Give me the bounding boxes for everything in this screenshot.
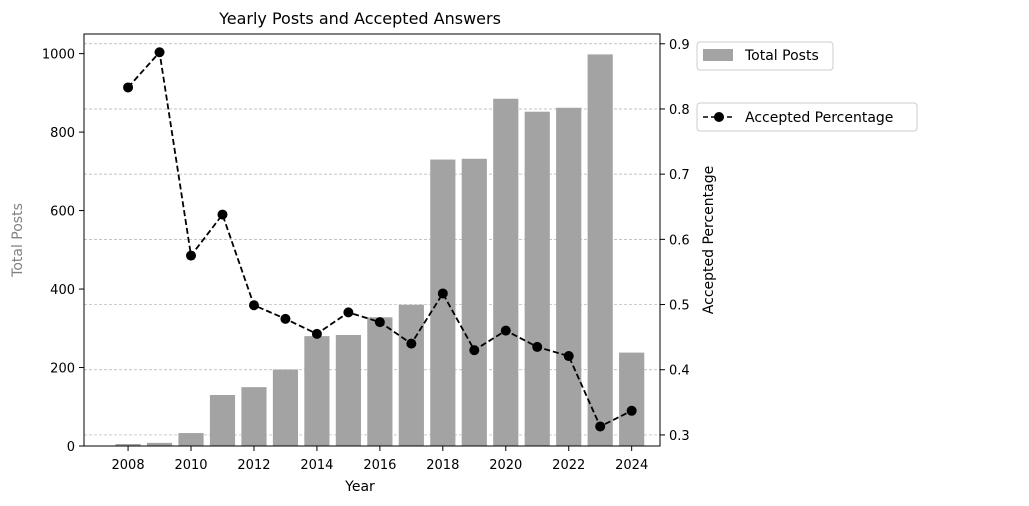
- legend-box: [696, 102, 918, 132]
- y-right-tick-label: 0.4: [669, 364, 690, 379]
- line-point: [374, 317, 385, 328]
- y-axis-right: 0.3 0.4 0.5 0.6 0.7 0.8 0.9: [660, 38, 690, 444]
- y-left-tick-label: 600: [50, 205, 75, 220]
- bar: [115, 444, 141, 446]
- y-right-tick-label: 0.9: [669, 38, 690, 53]
- bar: [524, 111, 550, 446]
- line-point: [343, 307, 354, 318]
- x-tick-label: 2012: [237, 458, 270, 473]
- line-point: [563, 351, 574, 362]
- bar: [335, 334, 361, 446]
- y-left-tick-label: 400: [50, 283, 75, 298]
- line-point: [154, 47, 165, 58]
- legend-total-posts: Total Posts: [696, 41, 834, 71]
- x-tick-label: 2008: [112, 458, 145, 473]
- line-point: [217, 209, 228, 220]
- line-point: [532, 341, 543, 352]
- x-axis-label: Year: [344, 479, 375, 495]
- grid-lines: [84, 43, 660, 436]
- bar: [398, 304, 424, 446]
- line-point: [311, 328, 322, 339]
- line-point: [500, 325, 511, 336]
- bar: [304, 336, 330, 446]
- plot-frame: [83, 33, 661, 447]
- bar: [556, 107, 582, 447]
- y-axis-right-label: Accepted Percentage: [701, 166, 717, 314]
- y-left-tick-label: 1000: [42, 48, 75, 63]
- x-tick-label: 2010: [174, 458, 207, 473]
- line-point: [469, 345, 480, 356]
- line-point: [248, 300, 259, 311]
- y-right-tick-label: 0.6: [669, 233, 690, 248]
- line-point: [626, 405, 637, 416]
- y-left-tick-label: 0: [67, 440, 75, 455]
- bar: [241, 387, 267, 446]
- bar: [272, 369, 299, 446]
- chart-title: Yearly Posts and Accepted Answers: [218, 9, 501, 28]
- bar: [209, 394, 236, 446]
- bar: [587, 54, 613, 446]
- bar: [493, 98, 519, 446]
- y-right-tick-label: 0.7: [669, 168, 690, 183]
- legend-accepted-percentage: Accepted Percentage: [696, 102, 918, 132]
- x-axis: 2008 2010 2012 2014 2016 2018 2020 2022 2024: [112, 446, 648, 473]
- line-point: [406, 338, 417, 349]
- y-right-tick-label: 0.3: [669, 429, 690, 444]
- bar: [367, 317, 393, 446]
- x-tick-label: 2018: [426, 458, 459, 473]
- legend-swatch-marker: [714, 112, 724, 122]
- y-right-tick-label: 0.5: [669, 299, 690, 314]
- line-point: [280, 313, 291, 324]
- line-point: [437, 288, 448, 299]
- x-tick-label: 2024: [615, 458, 648, 473]
- legend-label: Accepted Percentage: [745, 110, 893, 126]
- legend-label: Total Posts: [744, 48, 819, 64]
- bar-series: [115, 54, 645, 447]
- bar: [430, 159, 456, 447]
- bar: [619, 352, 645, 446]
- line-series: [123, 47, 637, 432]
- y-left-tick-label: 800: [50, 126, 75, 141]
- x-tick-label: 2020: [489, 458, 522, 473]
- line-point: [186, 250, 197, 261]
- bar: [461, 158, 487, 446]
- legend-swatch-bar: [703, 49, 733, 61]
- x-tick-label: 2022: [552, 458, 585, 473]
- line-point: [123, 82, 134, 93]
- y-axis-left: 0 200 400 600 800 1000: [42, 48, 84, 455]
- x-tick-label: 2016: [363, 458, 396, 473]
- bar: [178, 433, 204, 446]
- y-axis-left-label: Total Posts: [10, 203, 26, 278]
- line-point: [595, 421, 606, 432]
- y-right-tick-label: 0.8: [669, 103, 690, 118]
- y-left-tick-label: 200: [50, 362, 75, 377]
- x-tick-label: 2014: [300, 458, 333, 473]
- bar: [146, 442, 173, 446]
